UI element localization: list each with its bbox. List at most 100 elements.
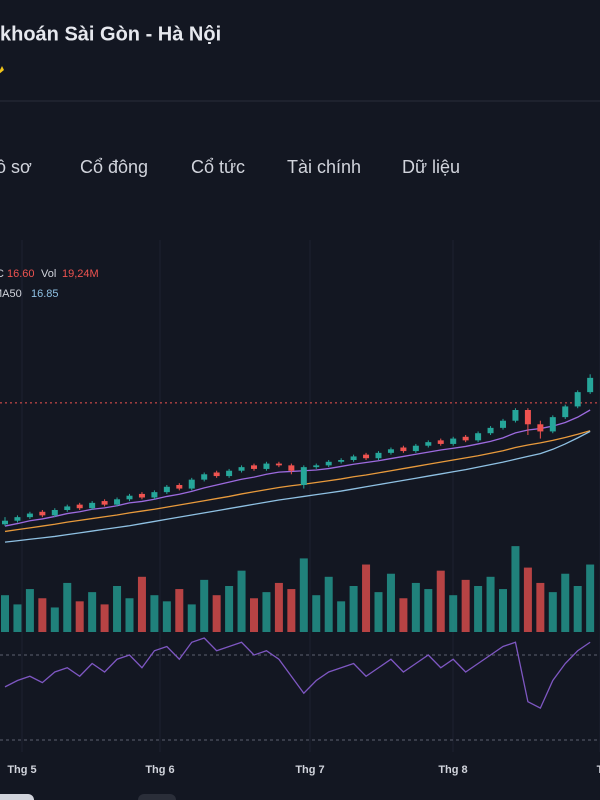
candle-body [400, 447, 407, 452]
vol-label: Vol [41, 268, 56, 280]
candle-body [375, 452, 382, 459]
candle-body [213, 472, 220, 477]
candle-body [363, 454, 370, 459]
candle-body [226, 470, 233, 477]
candle-body [114, 499, 121, 505]
candle-body [251, 465, 257, 469]
volume-bar [50, 607, 59, 632]
plot [0, 374, 600, 741]
ma50-value: 16.85 [31, 288, 59, 300]
close-value: 16.60 [7, 268, 35, 280]
candle-body [537, 424, 544, 432]
volume-bar [312, 595, 321, 632]
volume-bar [399, 598, 408, 632]
candle-body [524, 410, 531, 425]
volume-bar [113, 586, 122, 632]
volume-bar [374, 592, 383, 632]
candle-body [126, 495, 133, 500]
candle-body [39, 511, 46, 516]
candle-body [475, 433, 482, 441]
x-tick-label: Thg 6 [145, 764, 174, 776]
candle-body [338, 460, 345, 462]
candle-body [462, 436, 469, 441]
volume-bar [287, 589, 296, 632]
volume-bar [125, 598, 134, 632]
tab[interactable]: ồ sơ [0, 157, 32, 177]
volume-bar [212, 595, 221, 632]
moving-average-line [4, 430, 591, 533]
tab[interactable]: Dữ liệu [402, 157, 460, 177]
volume-bar [200, 579, 209, 632]
volume-bar [411, 582, 420, 632]
candle-body [138, 493, 145, 498]
volume-bar [75, 601, 84, 632]
candle-body [14, 517, 21, 521]
volume-bar [499, 589, 507, 632]
candle-body [238, 467, 245, 471]
volume-bar [274, 582, 283, 632]
tab[interactable]: Cổ đông [80, 157, 148, 177]
candle-body [412, 445, 419, 452]
volume-bar [150, 595, 159, 632]
volume-bar [561, 573, 570, 632]
volume-bar [100, 604, 109, 632]
volume-bar [13, 604, 22, 632]
candle-body [325, 461, 332, 466]
candle-body [450, 438, 457, 444]
candle-body [275, 463, 282, 466]
volume-bar [262, 592, 271, 632]
vol-value: 19,24M [62, 268, 99, 280]
bottom-button[interactable] [138, 794, 176, 800]
candle-body [300, 467, 307, 485]
candle-body [549, 417, 556, 432]
candle-body [562, 406, 569, 418]
candle-body [425, 442, 432, 446]
volume-bar [362, 564, 371, 632]
volume-bar [337, 601, 346, 632]
volume-bar [225, 586, 234, 632]
candle-body [151, 492, 158, 498]
volume-bar [88, 592, 97, 632]
x-tick-label: Thg 5 [7, 764, 36, 776]
volume-bar [137, 576, 146, 632]
tab[interactable]: Cổ tức [191, 157, 245, 177]
volume-bar [523, 567, 532, 632]
candle-body [263, 463, 270, 469]
candle-body [76, 504, 83, 509]
tab[interactable]: Tài chính [287, 157, 361, 177]
x-tick-label: T [597, 764, 600, 776]
candle-body [89, 502, 96, 509]
candle-body [64, 506, 71, 510]
volume-bar [187, 604, 196, 632]
volume-bar [573, 586, 582, 632]
volume-bar [162, 601, 171, 632]
candle-body [587, 377, 594, 393]
candle-body [288, 465, 295, 471]
volume-bar [536, 582, 545, 632]
volume-bar [349, 586, 358, 632]
rsi-line [4, 637, 591, 710]
volume-bar [586, 564, 595, 632]
volume-bar [38, 598, 47, 632]
x-tick-label: Thg 8 [438, 764, 467, 776]
volume-bar [175, 589, 184, 632]
candle-body [101, 501, 108, 505]
candle-body [437, 440, 444, 444]
star-icon[interactable] [0, 66, 4, 74]
candle-body [176, 485, 183, 489]
volume-bar [237, 570, 246, 632]
candle-body [2, 520, 8, 525]
volume-bar [511, 546, 520, 632]
moving-average-line [4, 430, 591, 543]
candle-body [350, 456, 357, 460]
candle-body [313, 465, 320, 468]
volume-bar [474, 586, 483, 632]
candle-body [512, 410, 519, 421]
volume-bar [324, 576, 333, 632]
bottom-button[interactable] [0, 794, 34, 800]
